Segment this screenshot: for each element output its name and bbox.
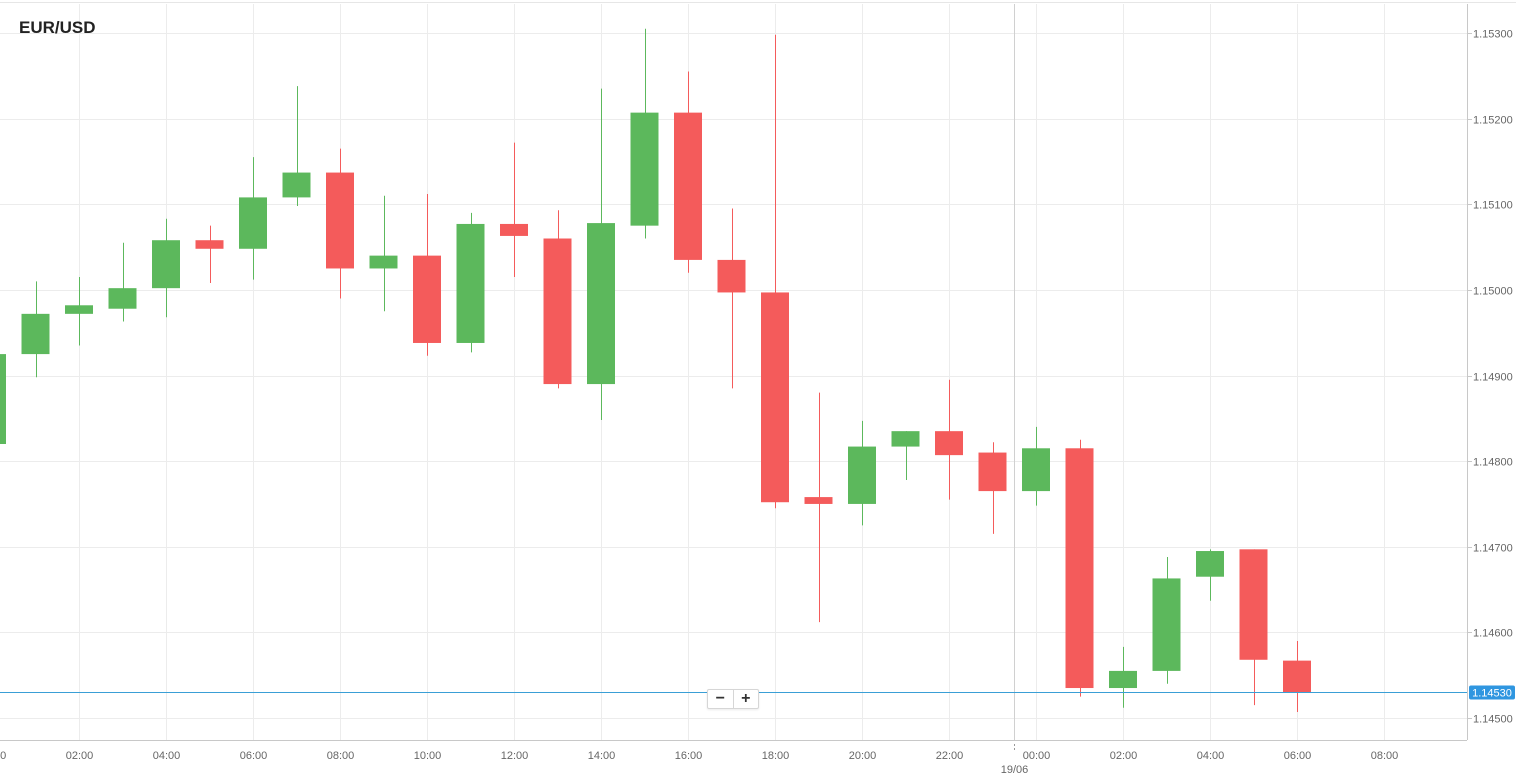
candle-bullish — [239, 157, 267, 280]
candle-body — [1022, 448, 1050, 492]
candle-body — [848, 446, 876, 504]
candle-bullish — [1109, 646, 1137, 708]
candle-body — [674, 112, 702, 260]
y-tick-label: 1.14800 — [1473, 457, 1513, 469]
x-tick-label: 06:00 — [1284, 750, 1312, 762]
candle-body — [0, 354, 6, 444]
date-label: 19/06 — [1001, 764, 1029, 776]
candle-body — [543, 238, 572, 385]
candle-body — [369, 255, 398, 269]
candles — [0, 28, 1311, 713]
candle-bullish — [152, 218, 180, 318]
candle-bullish — [0, 354, 6, 444]
candle-bearish — [500, 142, 528, 278]
candle-body — [891, 431, 920, 447]
candle-bullish — [21, 281, 50, 378]
candle-body — [152, 240, 180, 289]
candle-body — [239, 197, 267, 249]
y-tick-label: 1.14600 — [1473, 628, 1513, 640]
y-tick-label: 1.14900 — [1473, 372, 1513, 384]
candle-bullish — [1022, 426, 1050, 506]
candle-body — [195, 240, 224, 249]
y-tick-label: 1.15100 — [1473, 200, 1513, 212]
candle-body — [108, 288, 137, 309]
x-tick-label: 00:00 — [0, 750, 6, 762]
candle-bullish — [1152, 557, 1181, 684]
candle-body — [978, 452, 1007, 492]
candle-bullish — [108, 242, 137, 322]
candle-body — [1109, 670, 1137, 689]
candle-body — [413, 255, 441, 343]
candle-body — [761, 292, 789, 503]
y-tick-label: 1.14500 — [1473, 714, 1513, 726]
candle-body — [1152, 578, 1181, 671]
x-tick-label: 02:00 — [1110, 750, 1138, 762]
y-tick-label: 1.14700 — [1473, 543, 1513, 555]
candle-bullish — [891, 431, 920, 480]
candle-body — [630, 112, 659, 226]
x-tick-label: 06:00 — [240, 750, 268, 762]
candle-body — [456, 223, 485, 343]
candle-body — [1065, 448, 1094, 689]
candle-bullish — [456, 212, 485, 353]
candle-body — [326, 172, 354, 269]
candle-bearish — [978, 442, 1007, 534]
y-tick-label: 1.15200 — [1473, 115, 1513, 127]
candle-body — [587, 223, 615, 385]
candle-body — [1283, 660, 1311, 693]
candle-bearish — [761, 34, 789, 509]
candle-bearish — [935, 379, 963, 500]
candle-bullish — [848, 420, 876, 526]
x-tick-label: 18:00 — [762, 750, 790, 762]
zoom-controls: − + — [707, 689, 759, 709]
candle-bearish — [1239, 549, 1268, 706]
x-tick-label: 20:00 — [849, 750, 877, 762]
x-tick-label: 04:00 — [1197, 750, 1225, 762]
candle-bullish — [282, 86, 311, 206]
x-tick-label: 08:00 — [327, 750, 355, 762]
candle-bullish — [1196, 549, 1224, 601]
candle-bullish — [65, 277, 93, 346]
candle-body — [935, 431, 963, 456]
x-tick-label: 10:00 — [414, 750, 442, 762]
candle-bearish — [674, 71, 702, 273]
current-price-label: 1.14530 — [1472, 688, 1512, 700]
x-tick-label: 00:00 — [1023, 750, 1051, 762]
candle-body — [804, 497, 833, 504]
candle-body — [65, 305, 93, 314]
candle-body — [21, 313, 50, 355]
x-tick-label: 12:00 — [501, 750, 529, 762]
candle-bearish — [1283, 640, 1311, 713]
current-price-tag — [1469, 685, 1515, 700]
candle-bullish — [630, 28, 659, 239]
y-tick-label: 1.15300 — [1473, 29, 1513, 41]
chart-title: EUR/USD — [19, 18, 96, 37]
zoom-out-button[interactable]: − — [715, 690, 725, 707]
candle-bearish — [195, 225, 224, 284]
candle-body — [500, 223, 528, 236]
x-tick-label: 08:00 — [1371, 750, 1399, 762]
x-tick-label: 04:00 — [153, 750, 181, 762]
candle-bearish — [717, 208, 746, 389]
y-tick-label: 1.15000 — [1473, 286, 1513, 298]
x-tick-label: 14:00 — [588, 750, 616, 762]
candle-body — [1239, 549, 1268, 660]
candle-body — [717, 259, 746, 293]
candle-bearish — [804, 392, 833, 623]
candle-bullish — [369, 195, 398, 312]
candle-bearish — [413, 193, 441, 356]
candle-bullish — [587, 88, 615, 421]
candle-body — [1196, 551, 1224, 577]
candle-bearish — [543, 210, 572, 389]
candle-bearish — [326, 148, 354, 299]
x-tick-label: 22:00 — [936, 750, 964, 762]
candle-body — [282, 172, 311, 198]
zoom-in-button[interactable]: + — [732, 690, 759, 708]
candle-bearish — [1065, 439, 1094, 697]
x-tick-label: 16:00 — [675, 750, 703, 762]
x-tick-label: 02:00 — [66, 750, 94, 762]
